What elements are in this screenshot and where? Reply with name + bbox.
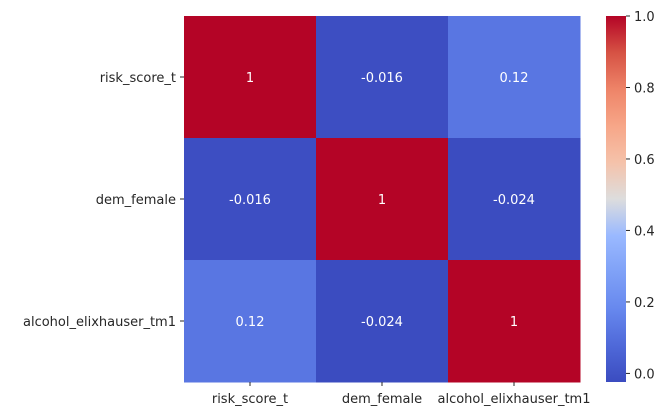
colorbar-tick-label: 1.0	[634, 10, 655, 25]
heatmap-cell	[184, 16, 317, 139]
cell-value-label: -0.024	[493, 193, 535, 208]
colorbar-tick-label: 0.8	[634, 81, 655, 96]
colorbar: 0.0 0.2 0.4 0.6 0.8 1.0	[606, 10, 655, 382]
heatmap-cell	[316, 16, 449, 139]
cell-value-label: 0.12	[500, 71, 529, 86]
colorbar-tick-label: 0.2	[634, 296, 655, 311]
y-tick-label: dem_female	[96, 193, 176, 208]
y-tick-label: alcohol_elixhauser_tm1	[23, 315, 176, 330]
x-tick-label: dem_female	[342, 392, 422, 407]
heatmap-cell	[448, 138, 581, 261]
heatmap-cell	[184, 260, 317, 383]
colorbar-gradient	[606, 16, 626, 382]
x-tick-label: risk_score_t	[212, 392, 288, 407]
colorbar-tick-label: 0.4	[634, 224, 655, 239]
heatmap-cell	[184, 138, 317, 261]
cell-value-label: 1	[378, 193, 386, 208]
heatmap-cells	[184, 16, 581, 383]
colorbar-tick-label: 0.6	[634, 153, 655, 168]
x-axis-ticks: risk_score_t dem_female alcohol_elixhauser…	[212, 382, 591, 407]
colorbar-tick-label: 0.0	[634, 367, 655, 382]
cell-value-label: -0.024	[361, 315, 403, 330]
heatmap-cell	[448, 16, 581, 139]
heatmap-cell	[316, 260, 449, 383]
y-axis-ticks: risk_score_t dem_female alcohol_elixhauser…	[23, 71, 184, 330]
x-tick-label: alcohol_elixhauser_tm1	[438, 392, 591, 407]
cell-value-label: -0.016	[361, 71, 403, 86]
cell-value-label: -0.016	[229, 193, 271, 208]
cell-value-label: 1	[246, 71, 254, 86]
heatmap-cell	[448, 260, 581, 383]
cell-value-label: 1	[510, 315, 518, 330]
heatmap-cell-labels: 1 -0.016 0.12 -0.016 1 -0.024 0.12 -0.024 1	[229, 71, 535, 330]
cell-value-label: 0.12	[236, 315, 265, 330]
y-tick-label: risk_score_t	[100, 71, 176, 86]
heatmap-cell	[316, 138, 449, 261]
